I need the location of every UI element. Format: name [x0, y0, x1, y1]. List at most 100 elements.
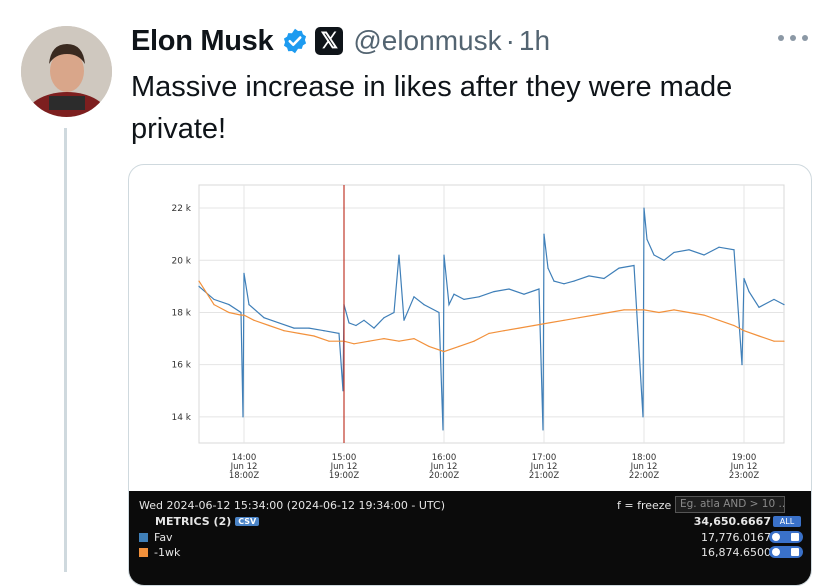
metric-row-1wk: -1wk 16,874.6500 — [139, 546, 811, 559]
data-point — [313, 335, 315, 337]
data-point — [578, 317, 580, 319]
freeze-hint: f = freeze — [617, 499, 672, 512]
data-point — [198, 280, 200, 282]
data-point — [643, 207, 645, 209]
1wk-swatch — [139, 548, 148, 557]
data-point — [588, 275, 590, 277]
data-point — [783, 340, 785, 342]
data-point — [703, 254, 705, 256]
data-point — [563, 283, 565, 285]
more-dot — [802, 35, 808, 41]
series-line-fav — [198, 208, 785, 430]
x-tick-label: 22:00Z — [629, 471, 659, 481]
data-point — [342, 390, 344, 392]
author-handle[interactable]: @elonmusk — [353, 25, 502, 56]
data-point — [758, 306, 760, 308]
data-point — [673, 251, 675, 254]
x-tick-label: Jun 12 — [730, 462, 758, 472]
data-point — [488, 332, 490, 334]
metrics-title-text: METRICS (2) — [155, 515, 232, 528]
data-point — [473, 340, 475, 342]
data-point — [393, 311, 395, 314]
data-point — [638, 309, 640, 311]
fav-swatch — [139, 533, 148, 542]
plot-area — [198, 184, 785, 444]
data-point — [573, 280, 575, 282]
y-tick-label: 14 k — [171, 413, 191, 423]
data-point — [213, 304, 215, 306]
metric-value: 17,776.0167 — [701, 531, 771, 544]
data-point — [718, 246, 720, 248]
y-tick-label: 16 k — [171, 361, 191, 371]
y-tick-label: 18 k — [171, 308, 191, 318]
data-point — [278, 322, 280, 324]
avatar[interactable] — [21, 26, 112, 117]
y-tick-label: 20 k — [171, 256, 191, 266]
more-dot — [778, 35, 784, 41]
data-point — [413, 296, 415, 298]
avatar-image — [21, 26, 112, 117]
data-point — [443, 351, 445, 353]
metrics-panel: Wed 2024-06-12 15:34:00 (2024-06-12 19:3… — [129, 491, 811, 585]
media-card[interactable]: 14 k 16 k 18 k 20 k 22 k 14:00 Jun 12 18:00Z 15:… — [128, 164, 812, 586]
x-tick-label: 21:00Z — [529, 471, 559, 481]
data-point — [603, 277, 605, 280]
metrics-title: METRICS (2) CSV — [155, 515, 260, 528]
data-point — [741, 364, 743, 366]
tweet-time[interactable]: 1h — [518, 25, 551, 56]
data-point — [243, 314, 245, 316]
data-point — [328, 340, 330, 342]
data-point — [228, 311, 230, 314]
tweet-text: Massive increase in likes after they wer… — [131, 71, 733, 145]
data-point — [758, 335, 760, 337]
csv-button[interactable]: CSV — [235, 517, 260, 526]
more-dot — [790, 35, 796, 41]
data-point — [253, 319, 255, 321]
x-tick-label: Jun 12 — [630, 462, 658, 472]
data-point — [548, 322, 550, 324]
data-point — [733, 324, 735, 327]
data-point — [618, 267, 620, 269]
data-point — [458, 345, 460, 348]
metric-label: -1wk — [154, 546, 181, 559]
data-point — [423, 304, 425, 306]
1wk-toggle[interactable] — [769, 546, 803, 558]
data-point — [658, 311, 660, 314]
data-point — [688, 249, 690, 251]
data-point — [413, 337, 415, 340]
toggle-mark — [791, 548, 799, 556]
data-point — [593, 314, 595, 316]
thread-line — [64, 128, 67, 572]
data-point — [743, 330, 745, 332]
x-tick-label: 19:00Z — [329, 471, 359, 481]
data-point — [608, 311, 610, 314]
data-point — [228, 304, 230, 306]
data-point — [403, 319, 405, 321]
fav-toggle[interactable] — [769, 531, 803, 543]
x-tick-label: 17:00 — [532, 453, 557, 463]
data-point — [623, 309, 625, 311]
data-point — [213, 298, 215, 301]
data-point — [353, 343, 355, 345]
toggle-knob — [772, 533, 780, 541]
data-point — [453, 293, 455, 295]
data-point — [355, 324, 357, 327]
data-point — [538, 288, 540, 290]
all-button[interactable]: ALL — [773, 516, 801, 527]
data-point — [240, 314, 242, 316]
data-point — [428, 345, 430, 348]
data-point — [718, 319, 720, 321]
more-options-icon[interactable] — [778, 28, 808, 48]
author-name[interactable]: Elon Musk — [131, 24, 274, 57]
tweet-header: Elon Musk 𝕏 @elonmusk · 1h — [131, 22, 550, 60]
data-point — [443, 254, 445, 256]
data-point — [542, 429, 544, 431]
data-point — [523, 293, 525, 295]
data-point — [478, 296, 480, 298]
x-tick-label: Jun 12 — [430, 462, 458, 472]
data-point — [493, 290, 495, 293]
data-point — [242, 416, 244, 418]
x-tick-label: 19:00 — [732, 453, 757, 463]
query-input[interactable]: Eg. atla AND > 10 .. — [675, 496, 785, 513]
